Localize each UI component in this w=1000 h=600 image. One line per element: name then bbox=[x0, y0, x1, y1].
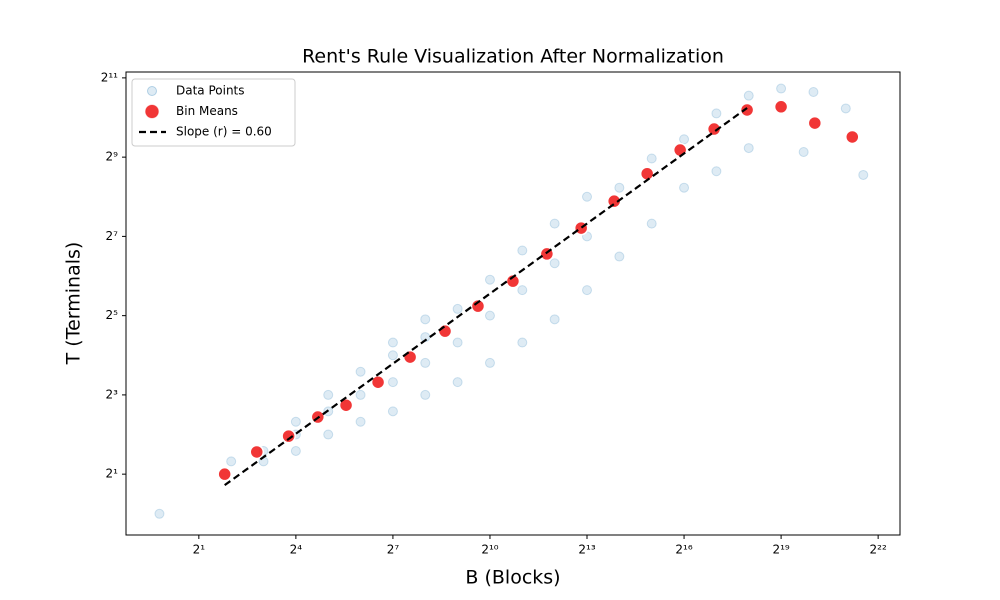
data-point bbox=[614, 251, 625, 262]
bin-mean bbox=[606, 193, 622, 209]
data-point bbox=[711, 108, 722, 119]
data-point bbox=[517, 337, 528, 348]
data-point bbox=[290, 416, 301, 427]
legend-label: Data Points bbox=[176, 84, 245, 98]
bin-mean bbox=[281, 428, 296, 444]
bin-mean bbox=[370, 374, 386, 390]
data-point bbox=[646, 153, 657, 164]
data-point bbox=[452, 303, 463, 314]
bin-mean bbox=[639, 166, 655, 181]
chart-title: Rent's Rule Visualization After Normaliz… bbox=[302, 46, 724, 68]
data-point bbox=[420, 314, 431, 325]
x-tick-label: 2⁴ bbox=[290, 543, 303, 557]
x-tick-label: 2¹ bbox=[193, 543, 206, 557]
x-tick-label: 2¹⁰ bbox=[481, 543, 498, 557]
data-point bbox=[387, 406, 398, 417]
data-point bbox=[858, 169, 869, 180]
y-tick-label: 2⁷ bbox=[106, 229, 119, 243]
bin-mean bbox=[249, 444, 265, 460]
data-point bbox=[679, 182, 690, 193]
data-point bbox=[355, 416, 366, 427]
data-point bbox=[420, 357, 431, 368]
y-tick-label: 2¹ bbox=[106, 467, 119, 481]
bin-mean bbox=[437, 323, 453, 339]
legend-swatch bbox=[145, 104, 159, 119]
data-point bbox=[387, 377, 398, 388]
legend-label: Bin Means bbox=[176, 104, 238, 118]
legend-box bbox=[131, 78, 296, 147]
x-axis-label: B (Blocks) bbox=[465, 567, 560, 589]
data-point bbox=[840, 103, 851, 114]
data-point bbox=[452, 377, 463, 388]
bin-mean bbox=[470, 298, 486, 314]
data-point bbox=[154, 508, 165, 519]
data-point bbox=[743, 143, 754, 154]
y-tick-label: 2³ bbox=[106, 387, 119, 401]
bin-mean bbox=[739, 102, 755, 118]
bin-mean bbox=[706, 121, 722, 137]
data-point bbox=[323, 429, 334, 440]
y-axis-label: T (Terminals) bbox=[63, 242, 85, 366]
y-tick-label: 2⁵ bbox=[106, 308, 119, 322]
data-point bbox=[776, 83, 787, 94]
bin-mean bbox=[217, 466, 232, 482]
data-point bbox=[549, 314, 560, 325]
bin-mean bbox=[845, 129, 860, 145]
x-tick-label: 2¹⁹ bbox=[772, 543, 789, 557]
data-point bbox=[582, 191, 593, 202]
data-point bbox=[517, 245, 528, 256]
data-point bbox=[226, 456, 237, 467]
x-tick-label: 2²² bbox=[870, 543, 887, 557]
data-point bbox=[387, 350, 398, 361]
y-tick-label: 2¹¹ bbox=[101, 70, 118, 84]
data-point bbox=[355, 366, 366, 377]
y-tick-label: 2⁹ bbox=[106, 150, 119, 164]
data-point bbox=[355, 389, 366, 400]
data-point bbox=[743, 90, 754, 101]
x-tick-label: 2¹⁶ bbox=[675, 543, 692, 557]
legend-swatch bbox=[147, 86, 157, 96]
x-tick-label: 2⁷ bbox=[387, 543, 400, 557]
legend-label: Slope (r) = 0.60 bbox=[176, 125, 272, 139]
data-point bbox=[484, 357, 495, 368]
data-point bbox=[646, 218, 657, 229]
bin-mean bbox=[807, 115, 823, 131]
data-point bbox=[549, 258, 560, 269]
data-point bbox=[711, 166, 722, 177]
plot-frame bbox=[125, 71, 901, 536]
bin-mean bbox=[672, 142, 688, 158]
data-point bbox=[614, 182, 625, 193]
fit-line bbox=[224, 107, 748, 487]
data-point bbox=[290, 445, 301, 456]
bin-mean bbox=[402, 349, 418, 365]
data-point bbox=[484, 274, 495, 285]
data-point bbox=[549, 218, 560, 229]
data-point bbox=[323, 389, 334, 400]
data-point bbox=[798, 147, 809, 158]
data-point bbox=[452, 337, 463, 348]
bin-mean bbox=[773, 99, 789, 115]
data-point bbox=[517, 285, 528, 296]
data-point bbox=[679, 134, 690, 145]
data-point bbox=[808, 86, 819, 97]
x-tick-label: 2¹³ bbox=[578, 543, 595, 557]
data-point bbox=[582, 285, 593, 296]
data-point bbox=[420, 389, 431, 400]
data-point bbox=[484, 310, 495, 321]
data-point bbox=[387, 337, 398, 348]
marks bbox=[154, 83, 869, 519]
